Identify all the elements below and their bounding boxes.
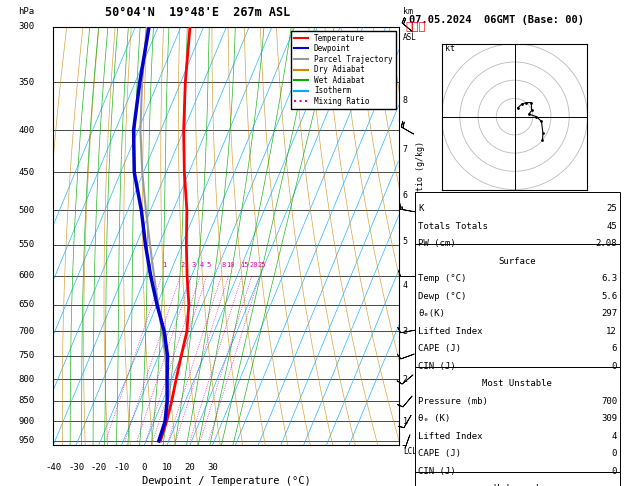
Text: kt: kt: [445, 44, 455, 53]
Text: 1: 1: [162, 261, 166, 268]
Text: © weatheronline.co.uk: © weatheronline.co.uk: [515, 472, 620, 481]
Text: 700: 700: [601, 397, 617, 406]
Text: LCL: LCL: [403, 447, 417, 456]
Text: 350: 350: [18, 78, 35, 87]
Text: 10: 10: [162, 464, 172, 472]
Text: -10: -10: [114, 464, 130, 472]
Text: 6.3: 6.3: [601, 274, 617, 283]
Text: 2: 2: [403, 375, 408, 383]
Text: 2.08: 2.08: [596, 239, 617, 248]
Text: K: K: [418, 204, 424, 213]
Text: Most Unstable: Most Unstable: [482, 379, 552, 388]
Text: 550: 550: [18, 240, 35, 249]
Text: θₑ (K): θₑ (K): [418, 414, 450, 423]
Text: 900: 900: [18, 417, 35, 426]
Text: Pressure (mb): Pressure (mb): [418, 397, 488, 406]
Text: 10: 10: [226, 261, 235, 268]
Text: 0: 0: [611, 449, 617, 458]
Text: 700: 700: [18, 327, 35, 336]
Text: 3: 3: [403, 327, 408, 336]
Text: hPa: hPa: [18, 7, 35, 17]
Text: -30: -30: [68, 464, 84, 472]
Text: 4: 4: [403, 281, 408, 290]
Text: 25: 25: [606, 204, 617, 213]
Text: Temp (°C): Temp (°C): [418, 274, 467, 283]
Text: 0: 0: [611, 467, 617, 476]
Text: 300: 300: [18, 22, 35, 31]
Text: 7: 7: [403, 145, 408, 154]
Text: 25: 25: [257, 261, 266, 268]
Text: Lifted Index: Lifted Index: [418, 327, 483, 336]
Text: -20: -20: [91, 464, 107, 472]
Text: Hodograph: Hodograph: [493, 484, 542, 486]
Text: 800: 800: [18, 375, 35, 383]
Text: CIN (J): CIN (J): [418, 467, 456, 476]
Text: Totals Totals: Totals Totals: [418, 222, 488, 231]
Text: 20: 20: [250, 261, 258, 268]
Text: 950: 950: [18, 436, 35, 446]
Text: Lifted Index: Lifted Index: [418, 432, 483, 441]
Text: Mixing Ratio (g/kg): Mixing Ratio (g/kg): [416, 141, 425, 236]
Text: 20: 20: [185, 464, 196, 472]
Text: 07.05.2024  06GMT (Base: 00): 07.05.2024 06GMT (Base: 00): [409, 15, 584, 25]
Text: 5.6: 5.6: [601, 292, 617, 301]
Text: 5: 5: [207, 261, 211, 268]
Text: 50°04'N  19°48'E  267m ASL: 50°04'N 19°48'E 267m ASL: [106, 6, 291, 19]
Text: CAPE (J): CAPE (J): [418, 344, 461, 353]
Text: -40: -40: [45, 464, 62, 472]
Text: 6: 6: [611, 344, 617, 353]
Text: 2: 2: [181, 261, 184, 268]
Text: 750: 750: [18, 351, 35, 361]
Text: CIN (J): CIN (J): [418, 362, 456, 371]
Text: CAPE (J): CAPE (J): [418, 449, 461, 458]
Text: 450: 450: [18, 168, 35, 177]
Text: 309: 309: [601, 414, 617, 423]
Text: 4: 4: [200, 261, 204, 268]
Text: 500: 500: [18, 206, 35, 215]
Text: 30: 30: [208, 464, 218, 472]
Text: 650: 650: [18, 300, 35, 309]
Text: 3: 3: [192, 261, 196, 268]
Text: 8: 8: [403, 96, 408, 104]
Text: 45: 45: [606, 222, 617, 231]
Text: 6: 6: [403, 191, 408, 200]
Text: 12: 12: [606, 327, 617, 336]
Text: 5: 5: [403, 237, 408, 246]
Legend: Temperature, Dewpoint, Parcel Trajectory, Dry Adiabat, Wet Adiabat, Isotherm, Mi: Temperature, Dewpoint, Parcel Trajectory…: [291, 31, 396, 109]
Text: 15: 15: [240, 261, 248, 268]
Text: km: km: [403, 7, 413, 17]
Text: 600: 600: [18, 271, 35, 280]
Text: 0: 0: [142, 464, 147, 472]
Text: 4: 4: [611, 432, 617, 441]
Text: ⯇⯇⯇: ⯇⯇⯇: [406, 22, 426, 32]
Text: 0: 0: [611, 362, 617, 371]
Text: Surface: Surface: [499, 257, 536, 266]
Text: PW (cm): PW (cm): [418, 239, 456, 248]
Text: ASL: ASL: [403, 33, 417, 42]
Text: Dewp (°C): Dewp (°C): [418, 292, 467, 301]
Text: 297: 297: [601, 309, 617, 318]
Text: 8: 8: [221, 261, 225, 268]
Text: 400: 400: [18, 125, 35, 135]
Text: Dewpoint / Temperature (°C): Dewpoint / Temperature (°C): [142, 476, 311, 486]
Text: 1: 1: [403, 417, 408, 426]
Text: 850: 850: [18, 397, 35, 405]
Text: θₑ(K): θₑ(K): [418, 309, 445, 318]
